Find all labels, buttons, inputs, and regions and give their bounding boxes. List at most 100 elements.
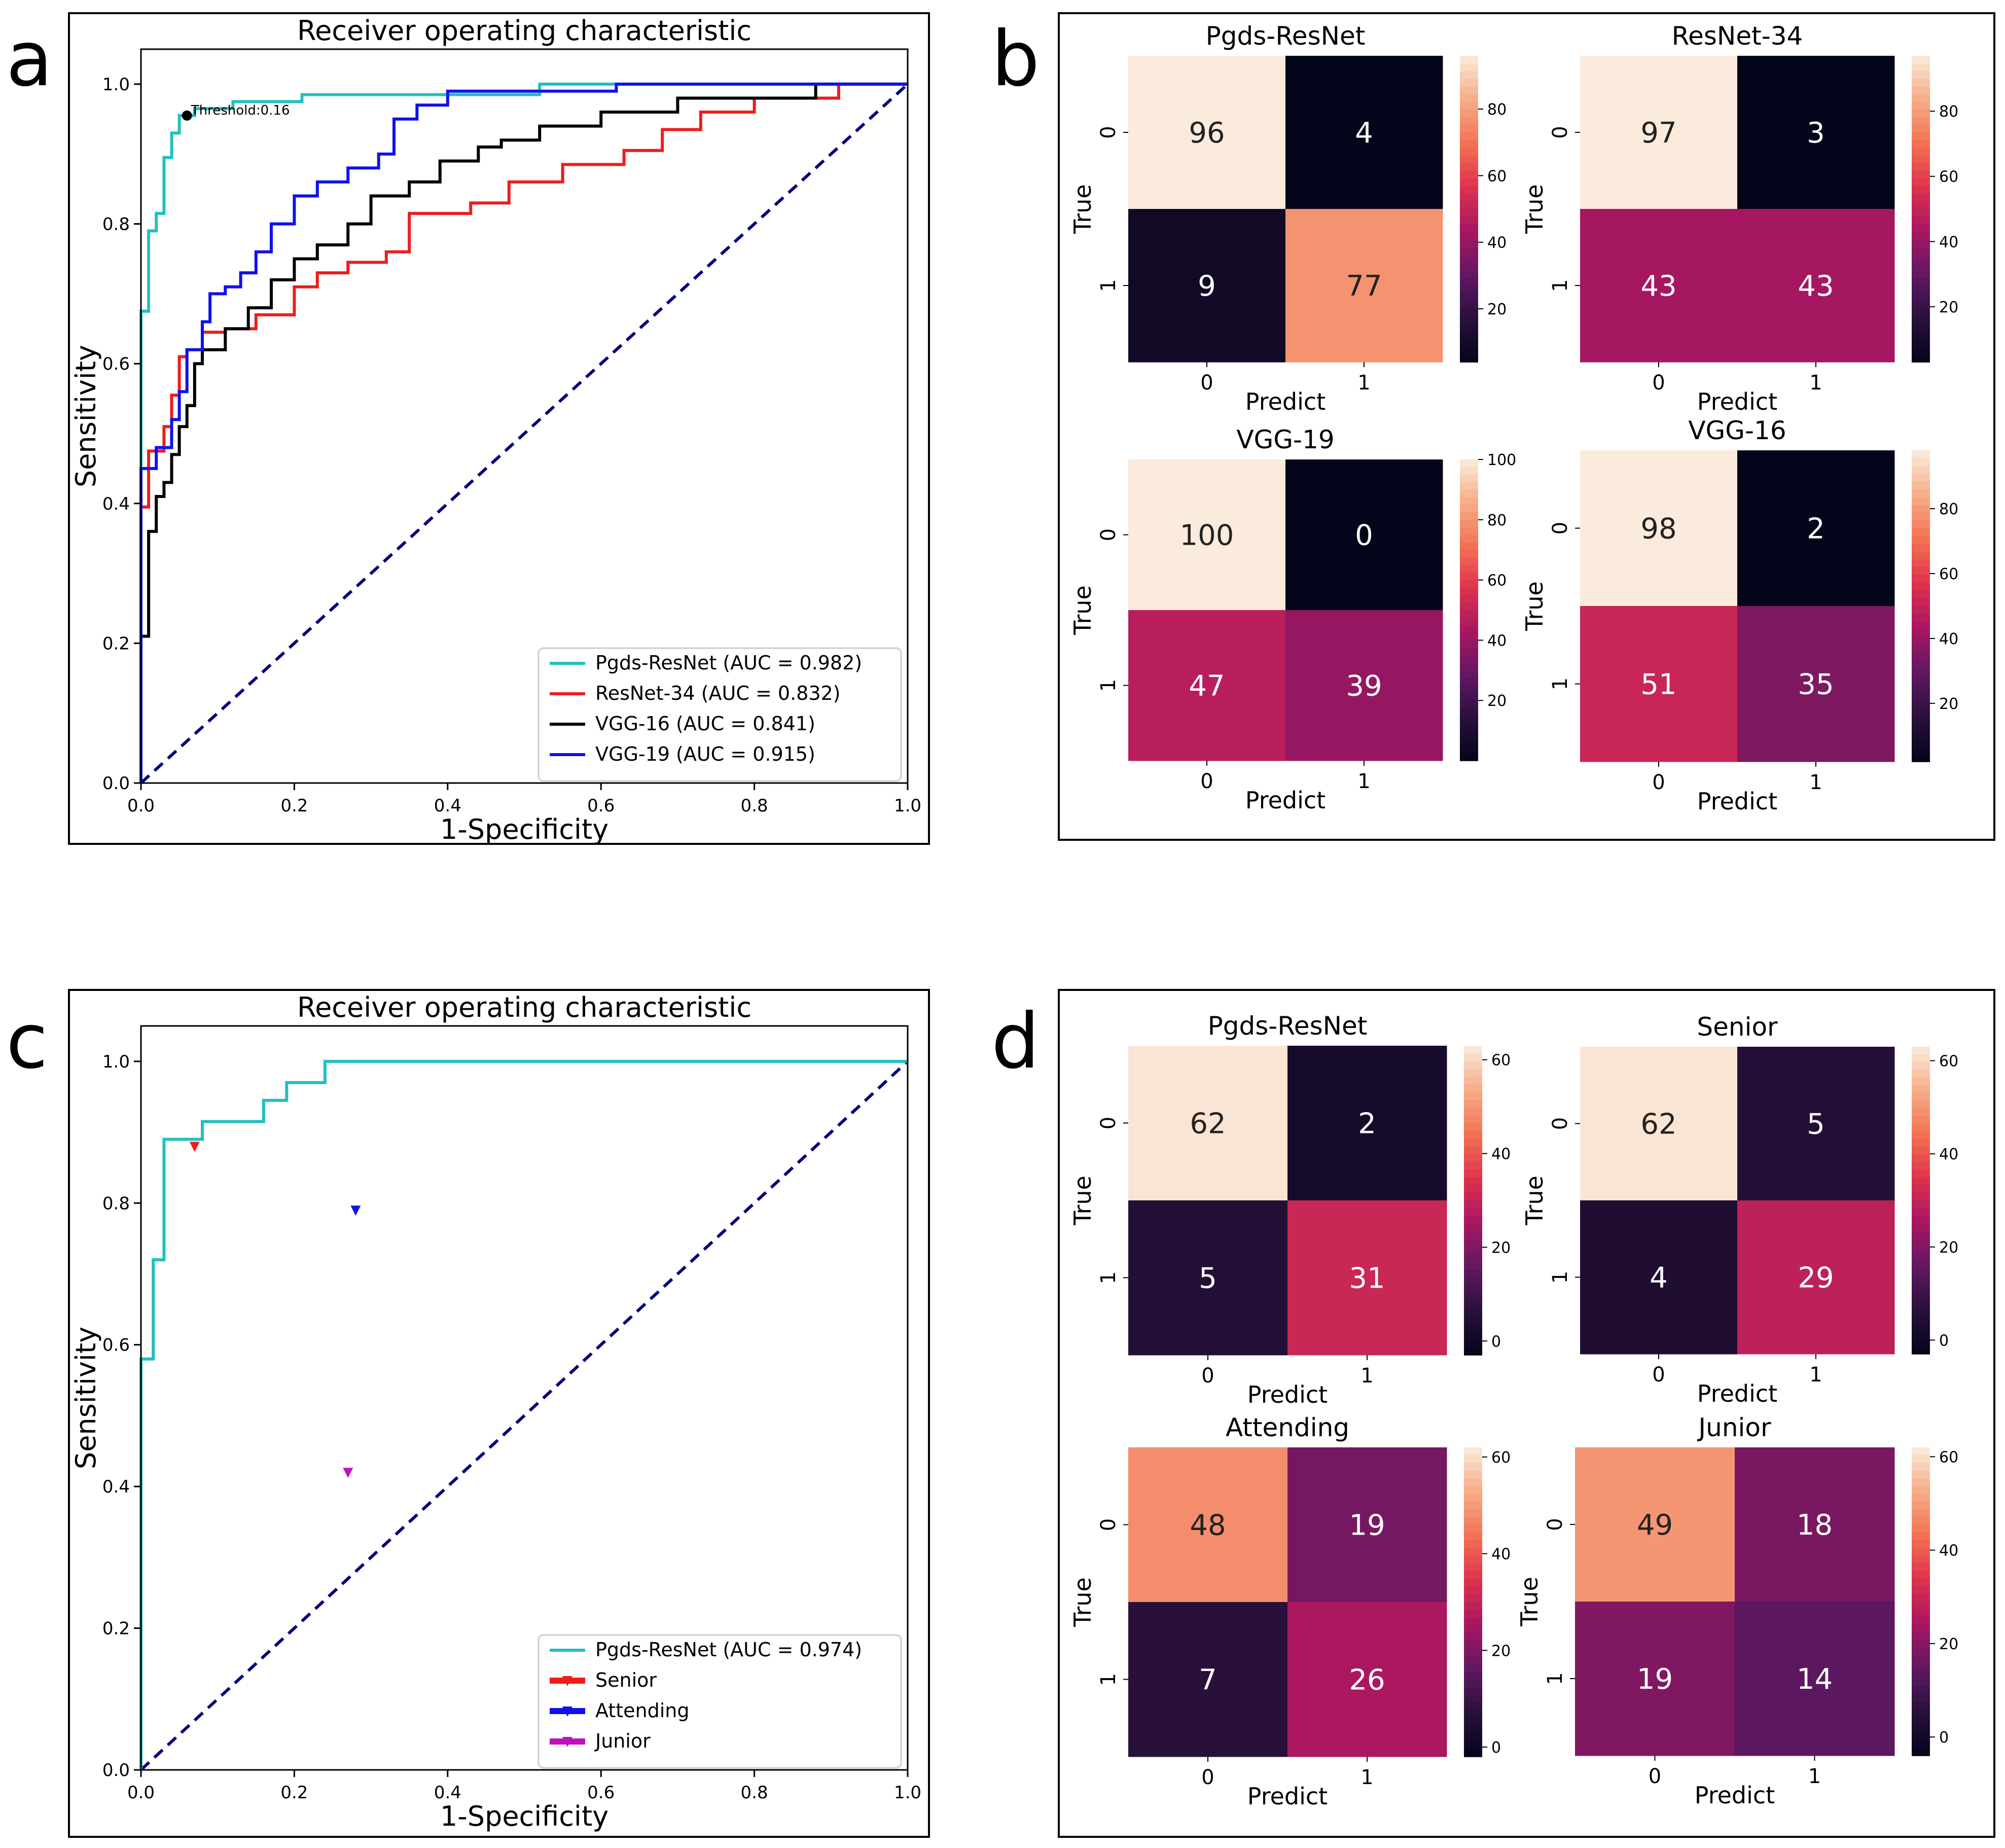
colorbar-segment <box>1912 458 1930 467</box>
colorbar-segment <box>1912 1285 1930 1293</box>
threshold-marker <box>182 110 192 121</box>
colorbar-tick-label: 40 <box>1491 1146 1511 1163</box>
y-axis-label: True <box>1521 581 1548 631</box>
roc-curve-0 <box>139 1059 908 1770</box>
colorbar-segment <box>1912 178 1930 187</box>
colorbar-segment <box>1464 1154 1482 1162</box>
colorbar-segment <box>1460 316 1478 325</box>
colorbar-tick-label: 20 <box>1939 1636 1958 1653</box>
colorbar-segment <box>1912 474 1930 482</box>
colorbar-tick-label: 60 <box>1939 1053 1958 1071</box>
matrix-cell <box>1287 1602 1447 1757</box>
cell-value: 4 <box>1650 1262 1668 1295</box>
colorbar-segment <box>1912 286 1930 294</box>
matrix-cell <box>1128 56 1286 209</box>
colorbar-segment <box>1460 86 1478 95</box>
x-axis-label: 1-Specificity <box>440 813 608 845</box>
colorbar-segment <box>1912 481 1930 490</box>
colorbar-tick-label: 0 <box>1491 1739 1501 1757</box>
cell-value: 5 <box>1807 1108 1825 1141</box>
colorbar-segment <box>1460 550 1478 558</box>
cell-value: 3 <box>1807 117 1825 150</box>
y-tick-label: 0 <box>1097 1518 1120 1531</box>
roc-curve-0 <box>139 82 908 783</box>
colorbar-segment <box>1464 1216 1482 1224</box>
colorbar-segment <box>1912 232 1930 240</box>
colorbar-segment <box>1912 1047 1930 1055</box>
colorbar-segment <box>1464 1571 1482 1580</box>
x-tick-label: 0 <box>1652 771 1665 794</box>
panel-frame <box>1058 989 1995 1838</box>
colorbar-tick-label: 80 <box>1939 103 1958 121</box>
x-tick-label: 0 <box>1652 1363 1665 1387</box>
colorbar-tick-label: 60 <box>1939 565 1958 583</box>
colorbar-segment <box>1460 155 1478 164</box>
colorbar-segment <box>1912 1694 1930 1702</box>
matrix-cell <box>1128 1447 1288 1603</box>
colorbar-segment <box>1464 1046 1482 1054</box>
colorbar-segment <box>1912 621 1930 630</box>
colorbar-segment <box>1912 1123 1930 1132</box>
colorbar-tick-label: 40 <box>1491 1546 1511 1563</box>
colorbar-segment <box>1460 132 1478 140</box>
colorbar-segment <box>1912 331 1930 340</box>
colorbar-segment <box>1912 660 1930 669</box>
cell-value: 19 <box>1349 1509 1385 1542</box>
legend-label: Senior <box>595 1669 657 1691</box>
colorbar-segment <box>1460 512 1478 520</box>
colorbar-segment <box>1912 308 1930 317</box>
colorbar-segment <box>1460 535 1478 543</box>
colorbar-segment <box>1912 193 1930 202</box>
colorbar-segment <box>1464 1494 1482 1502</box>
cell-value: 18 <box>1797 1509 1833 1542</box>
colorbar-segment <box>1912 1501 1930 1510</box>
colorbar-segment <box>1464 1115 1482 1124</box>
colorbar-segment <box>1460 346 1478 355</box>
colorbar-segment <box>1912 270 1930 278</box>
roc-panel-a: 0.0 0.2 0.4 0.6 0.8 1.0 0.0 0.2 0.4 0.6 0.8 1.0 Rece… <box>68 12 930 845</box>
colorbar-segment <box>1912 1300 1930 1308</box>
colorbar-segment <box>1912 1717 1930 1725</box>
colorbar-segment <box>1464 1108 1482 1116</box>
colorbar-segment <box>1464 1146 1482 1155</box>
colorbar-segment <box>1912 1571 1930 1579</box>
colorbar-segment <box>1912 1269 1930 1278</box>
colorbar-segment <box>1464 1478 1482 1487</box>
x-tick-label: 0 <box>1200 770 1213 793</box>
colorbar-segment <box>1464 1308 1482 1317</box>
colorbar-segment <box>1460 587 1478 596</box>
colorbar-segment <box>1460 655 1478 663</box>
y-tick-label: 0.6 <box>102 354 130 374</box>
legend-label: VGG-16 (AUC = 0.841) <box>595 713 815 735</box>
colorbar-segment <box>1464 1656 1482 1664</box>
colorbar-segment <box>1460 277 1478 286</box>
colorbar-segment <box>1460 670 1478 679</box>
colorbar-segment <box>1912 124 1930 133</box>
y-tick-label: 0.0 <box>102 773 130 794</box>
x-tick-label: 0.2 <box>280 1783 308 1803</box>
colorbar-segment <box>1912 629 1930 638</box>
colorbar-segment <box>1464 1540 1482 1549</box>
matrix-cell <box>1575 1602 1735 1756</box>
colorbar-segment <box>1460 693 1478 701</box>
matrix-cell <box>1128 459 1286 611</box>
cell-value: 98 <box>1640 513 1676 546</box>
colorbar-tick-label: 40 <box>1939 1146 1958 1163</box>
colorbar-segment <box>1912 450 1930 459</box>
colorbar-segment <box>1912 1632 1930 1641</box>
colorbar-segment <box>1460 148 1478 156</box>
y-tick-label: 0 <box>1097 1117 1120 1129</box>
colorbar-segment <box>1464 1069 1482 1077</box>
colorbar-segment <box>1464 1594 1482 1603</box>
colorbar-segment <box>1912 239 1930 248</box>
matrix-title: VGG-16 <box>1688 416 1786 445</box>
colorbar-segment <box>1464 1625 1482 1633</box>
colorbar-segment <box>1464 1332 1482 1340</box>
colorbar-segment <box>1912 723 1930 731</box>
colorbar-segment <box>1912 1686 1930 1695</box>
colorbar-segment <box>1912 598 1930 607</box>
colorbar-segment <box>1912 1108 1930 1117</box>
chart-title: Receiver operating characteristic <box>297 991 751 1023</box>
colorbar-segment <box>1460 308 1478 317</box>
x-axis-label: Predict <box>1245 787 1326 814</box>
